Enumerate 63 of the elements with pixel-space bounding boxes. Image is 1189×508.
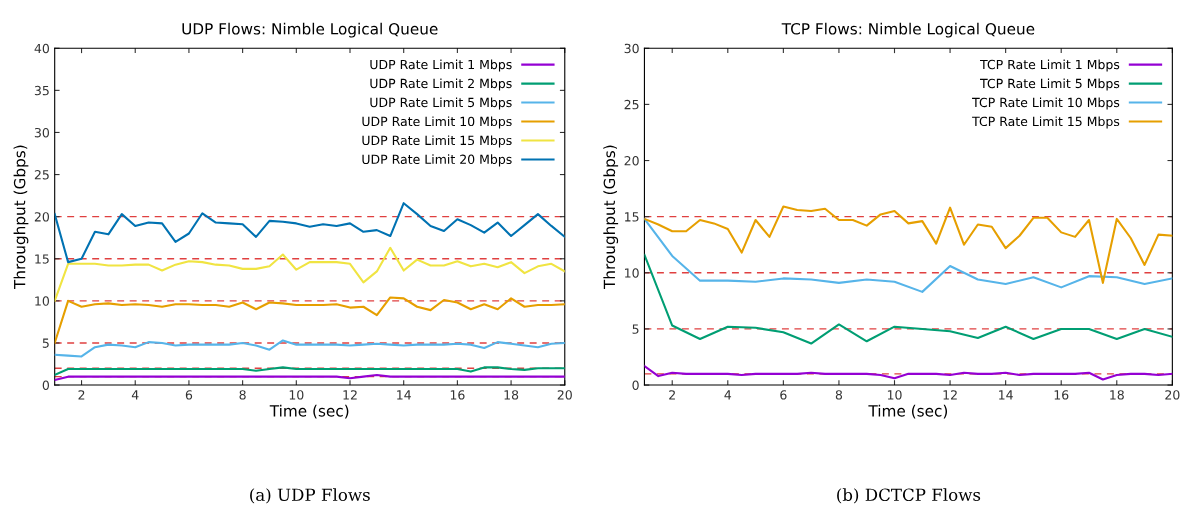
y-tick-label: 30 bbox=[624, 43, 639, 54]
legend-label: TCP Rate Limit 5 Mbps bbox=[980, 78, 1120, 91]
text: (a) UDP Flows bbox=[250, 488, 370, 504]
text: (b) DCTCP Flows bbox=[837, 488, 981, 504]
y-axis-title: Throughput (Gbps) bbox=[603, 145, 619, 290]
x-tick-label: 6 bbox=[780, 390, 787, 400]
x-axis-title: Time (sec) bbox=[868, 404, 948, 419]
y-tick-label: 0 bbox=[42, 380, 49, 390]
x-tick-label: 14 bbox=[999, 390, 1013, 400]
y-tick-label: 0 bbox=[632, 380, 639, 390]
line-series bbox=[644, 364, 1173, 381]
x-tick-label: 8 bbox=[239, 390, 246, 400]
x-axis-title: Time (sec) bbox=[269, 404, 349, 419]
y-tick-label: 30 bbox=[34, 127, 49, 138]
line-series bbox=[54, 246, 565, 302]
line-series bbox=[644, 253, 1173, 345]
y-tick-label: 5 bbox=[42, 338, 49, 348]
legend-label: UDP Rate Limit 20 Mbps bbox=[362, 154, 512, 167]
legend-label: TCP Rate Limit 10 Mbps bbox=[972, 97, 1120, 110]
line-series bbox=[644, 217, 1173, 293]
x-tick-label: 10 bbox=[289, 390, 304, 400]
x-tick-label: 4 bbox=[131, 390, 139, 400]
y-tick-label: 35 bbox=[34, 85, 49, 96]
y-axis-title: Throughput (Gbps) bbox=[13, 145, 29, 290]
legend-label: UDP Rate Limit 10 Mbps bbox=[362, 116, 512, 129]
y-tick-label: 20 bbox=[34, 212, 49, 222]
line-series bbox=[644, 205, 1173, 284]
legend-label: UDP Rate Limit 15 Mbps bbox=[362, 135, 512, 148]
x-tick-label: 18 bbox=[504, 390, 519, 400]
legend-label: UDP Rate Limit 5 Mbps bbox=[370, 97, 512, 110]
x-tick-label: 10 bbox=[887, 390, 902, 400]
y-tick-label: 15 bbox=[35, 254, 49, 264]
line-series bbox=[54, 339, 565, 358]
chart-title: UDP Flows: Nimble Logical Queue bbox=[182, 22, 438, 38]
y-tick-label: 20 bbox=[624, 156, 639, 166]
x-tick-label: 16 bbox=[1054, 390, 1069, 400]
x-tick-label: 20 bbox=[1165, 390, 1180, 400]
legend-label: TCP Rate Limit 15 Mbps bbox=[972, 116, 1120, 129]
line-series bbox=[54, 366, 565, 376]
chart-title: TCP Flows: Nimble Logical Queue bbox=[781, 22, 1035, 38]
x-tick-label: 20 bbox=[557, 390, 572, 400]
x-tick-label: 18 bbox=[1110, 390, 1124, 400]
line-series bbox=[54, 202, 565, 264]
y-tick-label: 25 bbox=[624, 99, 639, 110]
x-tick-label: 2 bbox=[669, 390, 675, 400]
x-tick-label: 12 bbox=[343, 390, 357, 400]
x-tick-label: 6 bbox=[185, 390, 193, 400]
y-tick-label: 10 bbox=[625, 268, 639, 278]
legend-label: TCP Rate Limit 1 Mbps bbox=[980, 59, 1120, 72]
line-series bbox=[54, 296, 565, 344]
x-tick-label: 8 bbox=[835, 390, 843, 400]
legend-label: UDP Rate Limit 2 Mbps bbox=[370, 78, 512, 91]
x-tick-label: 2 bbox=[78, 390, 85, 400]
x-tick-label: 4 bbox=[724, 390, 732, 400]
x-tick-label: 12 bbox=[943, 390, 957, 400]
x-tick-label: 16 bbox=[450, 390, 465, 400]
y-tick-label: 10 bbox=[35, 296, 49, 306]
y-tick-label: 25 bbox=[34, 170, 49, 180]
y-tick-label: 15 bbox=[625, 212, 639, 222]
y-tick-label: 5 bbox=[632, 324, 639, 334]
x-tick-label: 14 bbox=[397, 390, 411, 400]
y-tick-label: 40 bbox=[34, 43, 49, 54]
legend-label: UDP Rate Limit 1 Mbps bbox=[370, 59, 512, 72]
